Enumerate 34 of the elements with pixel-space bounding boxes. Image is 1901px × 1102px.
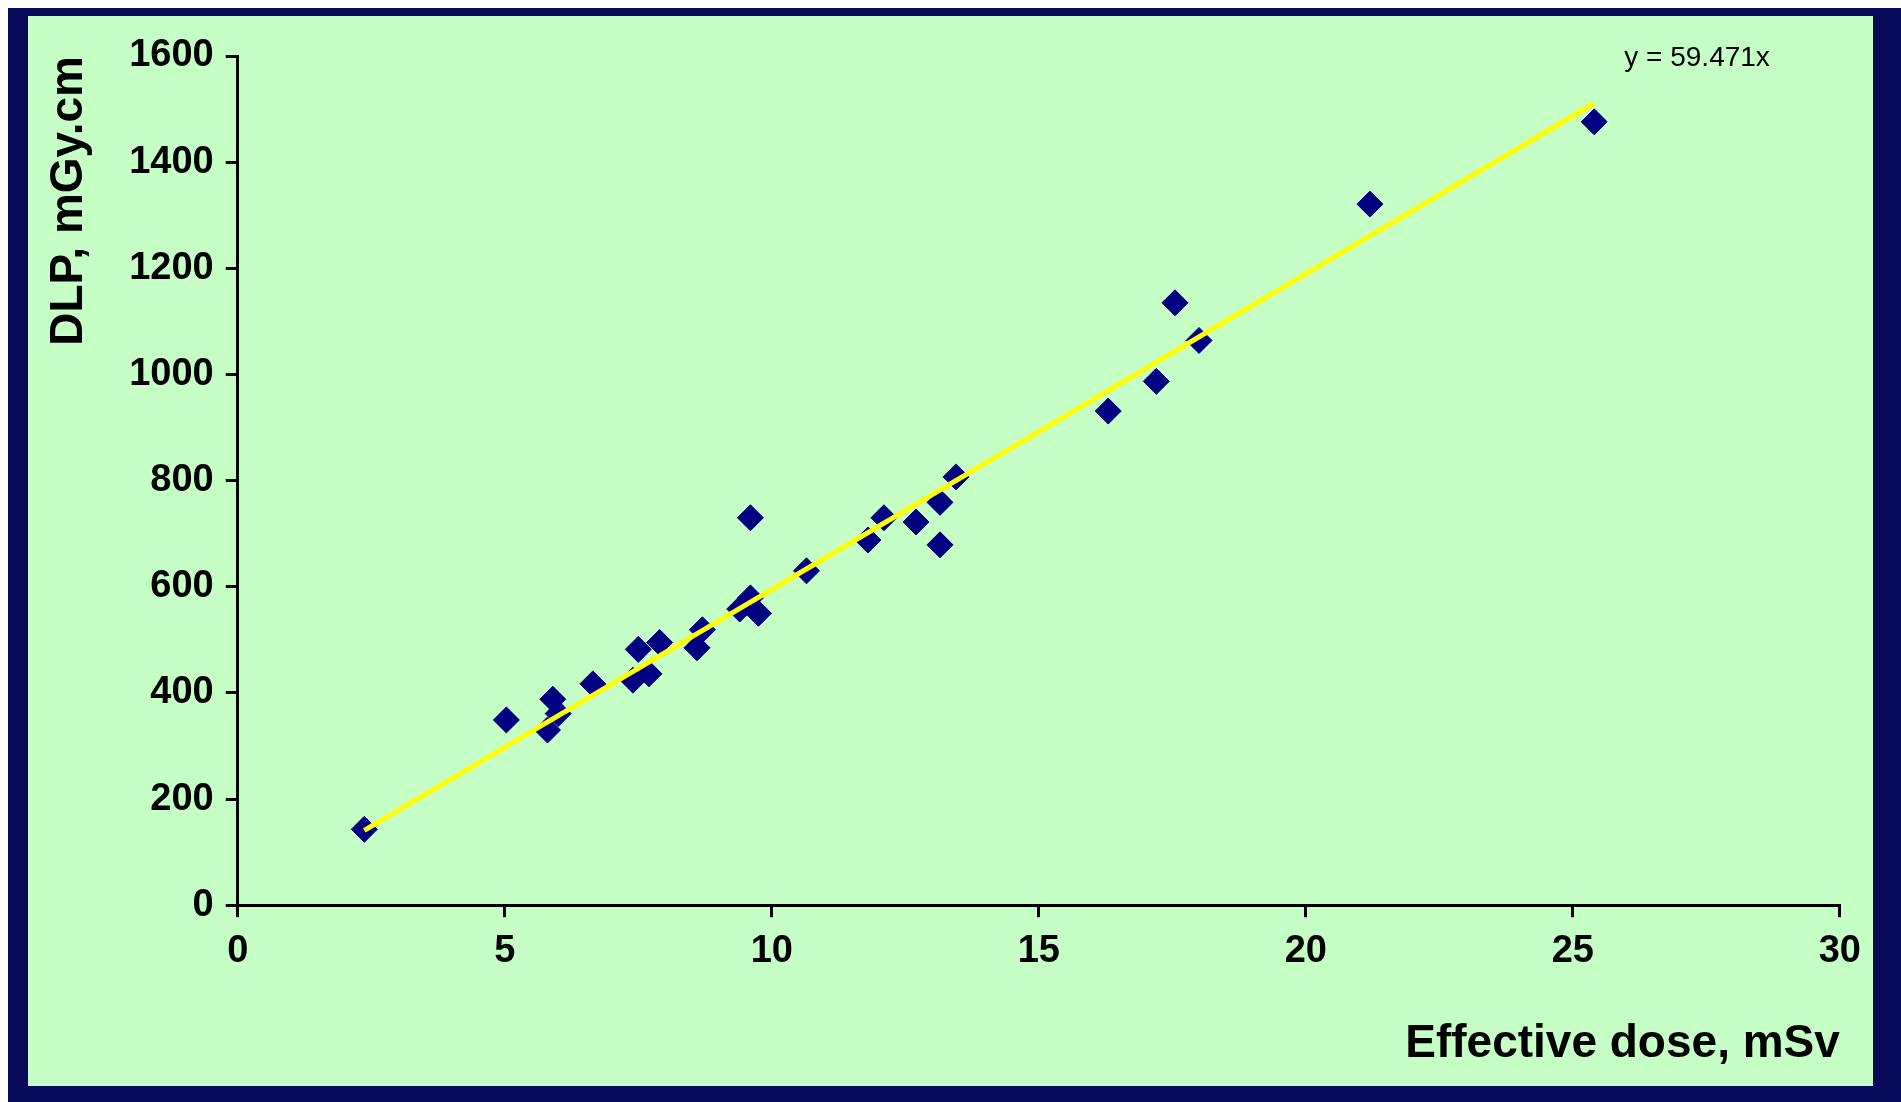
- point: [1356, 190, 1384, 218]
- y-axis-title: DLP, mGy.cm: [40, 56, 93, 346]
- y-tick-label: 1400: [129, 138, 214, 181]
- x-tick-label: 0: [227, 928, 249, 971]
- point: [635, 660, 663, 688]
- x-tick-label: 5: [494, 928, 516, 971]
- y-tick-label: 600: [150, 563, 214, 606]
- point: [624, 635, 652, 663]
- point: [736, 504, 764, 532]
- x-tick-label: 25: [1551, 928, 1594, 971]
- point: [1094, 397, 1122, 425]
- x-axis-title: Effective dose, mSv: [1405, 1015, 1841, 1068]
- x-tick-label: 10: [750, 928, 793, 971]
- point: [646, 628, 674, 656]
- y-tick-label: 1200: [129, 244, 214, 287]
- point: [1580, 108, 1608, 136]
- annotation: y = 59.471x: [1624, 40, 1770, 72]
- point: [902, 508, 930, 536]
- y-tick-label: 200: [150, 775, 214, 818]
- x-tick-label: 30: [1818, 928, 1862, 971]
- point: [1161, 289, 1189, 317]
- y-tick-label: 1600: [129, 32, 214, 75]
- y-tick-label: 0: [192, 881, 214, 924]
- y-tick-label: 1000: [129, 350, 214, 393]
- point: [492, 706, 520, 734]
- point: [683, 634, 711, 662]
- y-tick-label: 400: [150, 669, 214, 712]
- point: [1142, 367, 1170, 395]
- point: [744, 599, 772, 627]
- point: [926, 531, 954, 559]
- y-tick-label: 800: [150, 457, 214, 500]
- point: [926, 488, 954, 516]
- x-tick-label: 20: [1284, 928, 1327, 971]
- x-tick-label: 15: [1017, 928, 1060, 971]
